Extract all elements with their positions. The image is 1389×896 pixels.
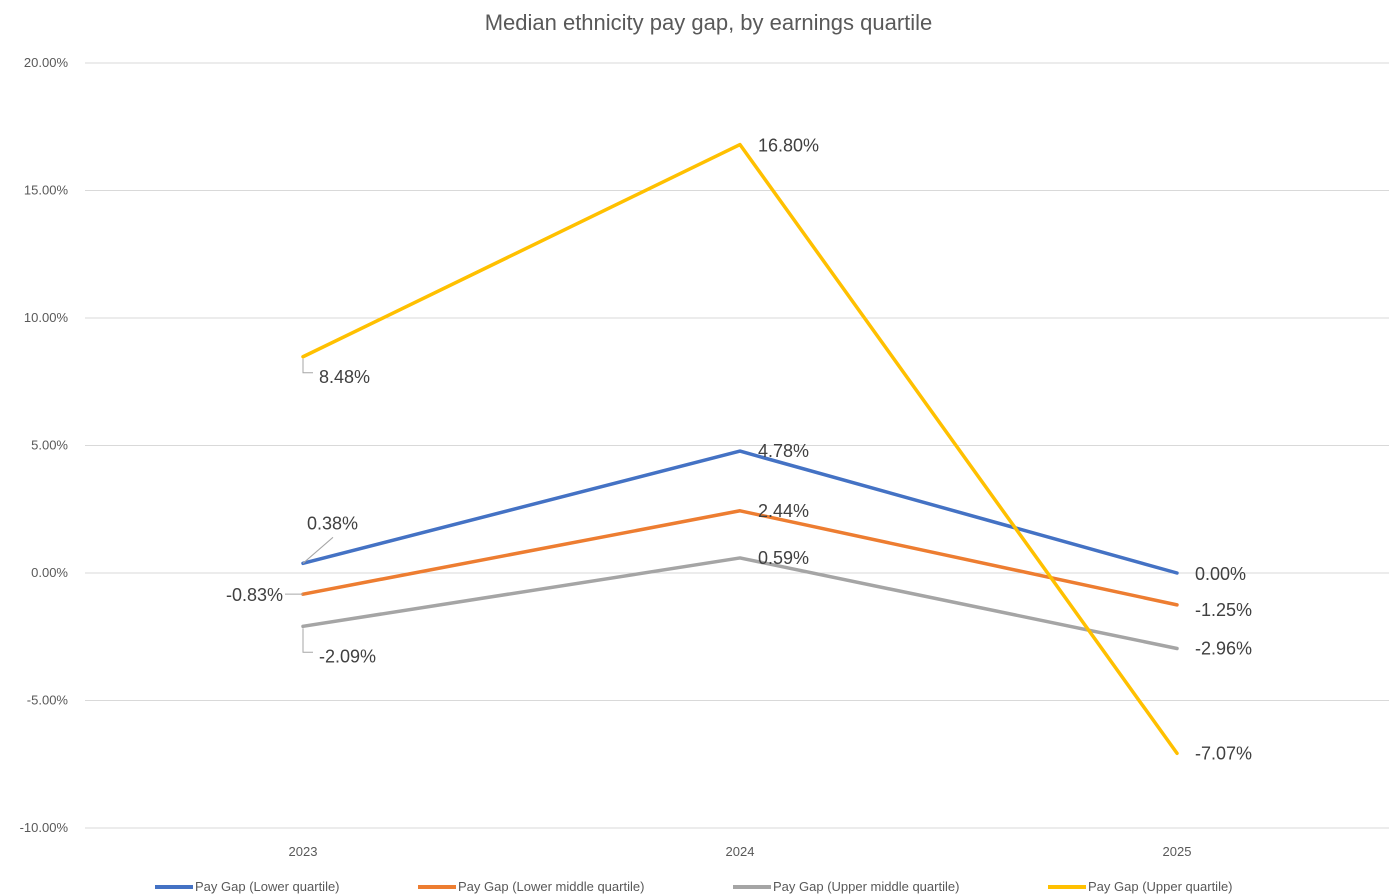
legend-swatch [1048,884,1086,889]
gridlines [85,62,1389,829]
data-label: 8.48% [319,367,370,387]
data-label: 16.80% [758,136,819,156]
legend-item: Pay Gap (Lower middle quartile) [418,879,644,894]
y-axis: 20.00% 15.00% 10.00% 5.00% 0.00% -5.00% -10.00… [20,55,69,835]
leader-line [302,358,313,374]
legend-label: Pay Gap (Upper quartile) [1088,879,1233,894]
series-line-4 [301,142,1179,756]
legend: Pay Gap (Lower quartile) Pay Gap (Lower m… [0,876,1389,896]
series-lines [301,142,1179,756]
data-label: -1.25% [1195,600,1252,620]
legend-item: Pay Gap (Lower quartile) [155,879,340,894]
y-tick-label: 15.00% [24,183,69,198]
legend-item: Pay Gap (Upper middle quartile) [733,879,959,894]
y-tick-label: -10.00% [20,820,69,835]
legend-item: Pay Gap (Upper quartile) [1048,879,1233,894]
leader-line [302,628,313,653]
x-tick-label: 2025 [1163,844,1192,859]
data-label: 4.78% [758,441,809,461]
legend-label: Pay Gap (Upper middle quartile) [773,879,960,894]
legend-swatch [733,884,771,889]
legend-label: Pay Gap (Lower middle quartile) [458,879,645,894]
data-label: 0.59% [758,548,809,568]
data-label: 0.38% [307,513,358,533]
y-tick-label: -5.00% [27,693,69,708]
legend-label: Pay Gap (Lower quartile) [195,879,340,894]
series-line-1 [301,449,1179,575]
chart-title: Median ethnicity pay gap, by earnings qu… [484,10,933,35]
line-chart: 20.00% 15.00% 10.00% 5.00% 0.00% -5.00% -10.00… [20,55,1389,859]
legend-swatch [155,884,193,889]
data-labels: 0.38% 4.78% 0.00% -0.83% 2.44% -1.25% -2.09% 0.… [226,136,1252,764]
legend-swatch [418,884,456,889]
y-tick-label: 5.00% [31,438,68,453]
series-line-3 [301,556,1179,651]
x-axis: 2023 2024 2025 [289,844,1192,859]
leader-line [302,536,334,564]
x-tick-label: 2024 [726,844,755,859]
data-label: 0.00% [1195,564,1246,584]
x-tick-label: 2023 [289,844,318,859]
data-label: -2.96% [1195,638,1252,658]
series-line-2 [301,509,1179,607]
data-label: -7.07% [1195,743,1252,763]
y-tick-label: 20.00% [24,55,69,70]
y-tick-label: 0.00% [31,565,68,580]
data-label: -2.09% [319,646,376,666]
y-tick-label: 10.00% [24,310,69,325]
data-label: 2.44% [758,501,809,521]
data-label: -0.83% [226,585,283,605]
